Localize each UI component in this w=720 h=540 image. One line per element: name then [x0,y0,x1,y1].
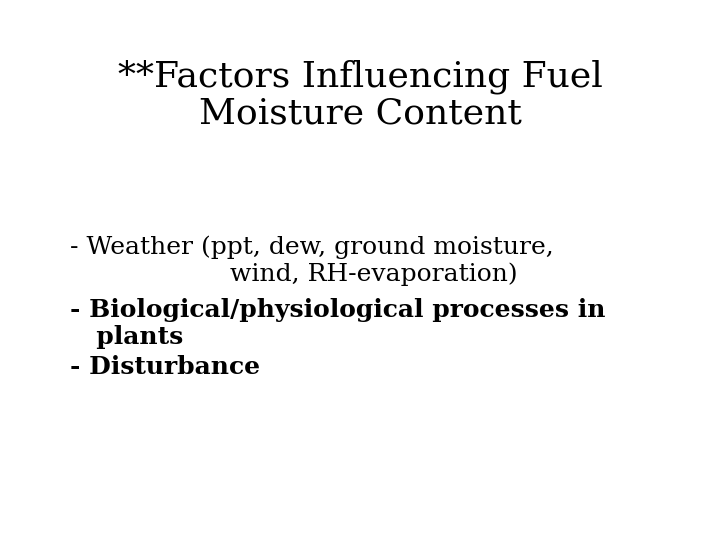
Text: - Disturbance: - Disturbance [70,355,260,379]
Text: - Weather (ppt, dew, ground moisture,: - Weather (ppt, dew, ground moisture, [70,235,554,259]
Text: Moisture Content: Moisture Content [199,97,521,131]
Text: wind, RH-evaporation): wind, RH-evaporation) [70,262,518,286]
Text: plants: plants [70,325,184,349]
Text: **Factors Influencing Fuel: **Factors Influencing Fuel [117,60,603,94]
Text: - Biological/physiological processes in: - Biological/physiological processes in [70,298,606,322]
